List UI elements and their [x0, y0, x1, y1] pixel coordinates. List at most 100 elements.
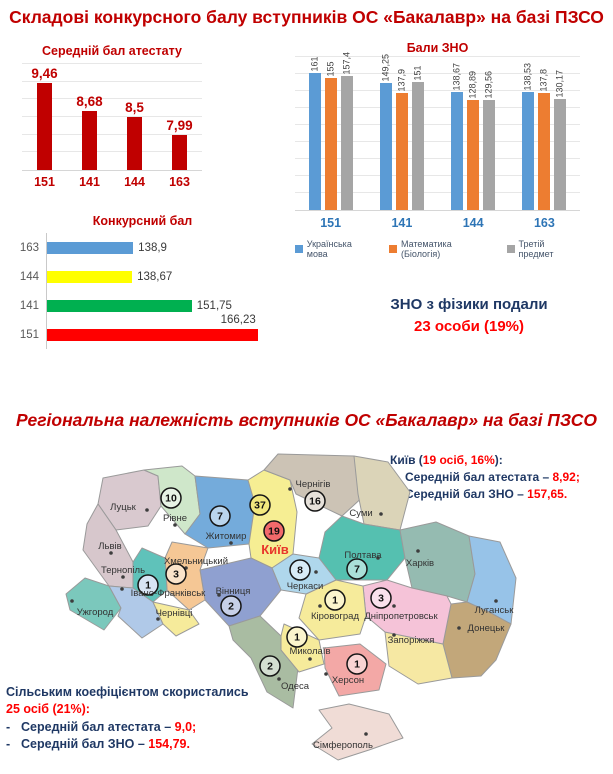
gridline [22, 98, 202, 100]
bar-value-label: 7,99 [166, 118, 193, 134]
note-value: 9,0; [174, 719, 197, 734]
region-label-mykolaiv: Миколаїв [289, 646, 330, 657]
gridline [295, 175, 580, 176]
region-label-ternopil: Тернопіль [101, 565, 145, 576]
city-dot-odesa [277, 677, 281, 681]
konkurs-row-plot: 138,67 [46, 262, 275, 291]
physics-note-line2: 23 особи (19%) [414, 317, 524, 335]
note-value: 8,92; [552, 470, 580, 485]
count-badge-kyiv_city [263, 520, 285, 542]
legend-swatch-gray-icon [506, 245, 515, 253]
gridline [22, 63, 202, 64]
bar-zno-151-0 [308, 73, 321, 210]
bar-value-label: 8,68 [76, 93, 103, 109]
atestat-plot-area: 9,46 8,68 8,5 7,99 [22, 63, 202, 171]
count-badge-value-cherkasy: 8 [297, 565, 303, 577]
category-label: 163 [19, 241, 39, 254]
gridline [22, 151, 202, 153]
category-label: 151 [19, 328, 39, 341]
konkurs-row-151: 151 166,23 [10, 314, 275, 349]
konkurs-row-163: 163 138,9 [10, 233, 275, 262]
region-label-crimea: Сімферополь [313, 740, 373, 751]
category-label: 144 [19, 270, 39, 283]
region-label-zakarpattia: Ужгород [77, 607, 114, 618]
category-label: 141 [391, 216, 413, 230]
bar-value-label: 155 [325, 61, 336, 77]
zno-legend: Українська мова Математика (Біологія) Тр… [295, 239, 580, 259]
count-badge-cherkasy [289, 559, 311, 581]
bar-value-label: 138,9 [138, 241, 167, 254]
bar-value-label: 138,53 [522, 63, 533, 91]
bar-value-label: 138,67 [451, 63, 462, 91]
city-dot-kherson [324, 672, 328, 676]
gridline [295, 158, 580, 159]
region-label-cherkasy: Черкаси [287, 581, 324, 592]
region-chernihiv [263, 453, 367, 517]
count-badge-value-khmelnytskyi: 3 [173, 569, 179, 581]
bar-atestat-144 [127, 117, 142, 170]
bar-value-label: 151 [412, 65, 423, 81]
city-dot-chernivtsi [156, 617, 160, 621]
region-label-kyiv_city: Київ [261, 542, 289, 557]
bar-value-label: 137,8 [538, 68, 549, 92]
city-dot-kharkiv [416, 549, 420, 553]
city-dot-dnipro [392, 604, 396, 608]
city-dot-zakarpattia [70, 599, 74, 603]
bar-value-label: 137,9 [396, 68, 407, 92]
region-label-odesa: Одеса [281, 681, 310, 692]
count-badge-value-kyiv_oblast: 37 [254, 500, 266, 512]
zno-bar-chart: Бали ЗНО 161 155 157,4 149,25 137,9 151 138,67… [295, 41, 580, 259]
note-label: Середній бал ЗНО – [21, 736, 149, 751]
category-label: 141 [79, 175, 100, 189]
count-badge-value-vinnytsia: 2 [228, 601, 234, 613]
kyiv-note-highlight: 19 осіб, 16% [422, 453, 495, 467]
city-dot-chernihiv [288, 487, 292, 491]
bar-value-label: 166,23 [220, 314, 256, 326]
konkurs-row-plot: 138,9 [46, 233, 275, 262]
konkurs-bar-chart: Конкурсний бал 163 138,9 144 138,67 141 151,7… [10, 214, 275, 349]
konkurs-row-144: 144 138,67 [10, 262, 275, 291]
count-badge-kirovohrad [324, 589, 346, 611]
atestat-bar-chart: Середній бал атестату 9,46 8,68 8,5 7,99 15… [22, 44, 202, 189]
note-label: Середній бал ЗНО – [405, 487, 528, 502]
bar-atestat-141 [82, 110, 97, 170]
count-badge-poltava [346, 558, 368, 580]
legend-item-third: Третій предмет [506, 239, 580, 259]
region-label-vinnytsia: Вінниця [216, 586, 251, 597]
gridline [295, 192, 580, 193]
bar-konkurs-144 [47, 270, 133, 283]
konkurs-plot-area: 163 138,9 144 138,67 141 151,75 151 166,23 [10, 233, 275, 349]
bar-zno-163-0 [522, 92, 535, 210]
rural-note-line2: 25 осіб (21%): [6, 702, 90, 717]
bar-zno-144-1 [467, 100, 480, 210]
rural-note-item: - Середній бал атестата – 9,0; [6, 719, 264, 736]
bar-value-label: 128,89 [467, 71, 478, 99]
count-badge-vinnytsia [220, 595, 242, 617]
category-label: 144 [462, 216, 484, 230]
count-badge-value-kirovohrad: 1 [332, 595, 338, 607]
category-label: 163 [533, 216, 555, 230]
gridline [22, 133, 202, 135]
gridline [295, 124, 580, 125]
region-label-kirovohrad: Кіровоград [311, 611, 359, 622]
bar-value-label: 130,17 [554, 70, 565, 98]
count-badge-zhytomyr [209, 505, 231, 527]
bar-zno-163-2 [554, 99, 567, 210]
bar-zno-144-2 [483, 99, 496, 210]
bar-zno-163-1 [538, 92, 551, 210]
city-dot-crimea [364, 732, 368, 736]
gridline [295, 90, 580, 91]
region-label-chernihiv: Чернігів [296, 479, 331, 490]
gridline [22, 80, 202, 82]
bar-zno-144-0 [451, 92, 464, 210]
konkurs-row-plot: 166,23 [46, 314, 275, 349]
bar-konkurs-141 [47, 299, 192, 312]
slide1-title: Складові конкурсного балу вступників ОС … [9, 7, 604, 27]
bar-value-label: 157,4 [341, 52, 352, 75]
bullet-dash: - [6, 736, 11, 751]
note-label: Середній бал атестата – [405, 470, 553, 485]
rural-note-line1: Сільським коефіцієнтом скористались [6, 685, 249, 699]
region-label-luhansk: Луганськ [475, 605, 515, 616]
atestat-chart-title: Середній бал атестату [41, 44, 183, 58]
atestat-category-axis: 151 141 144 163 [22, 175, 202, 189]
